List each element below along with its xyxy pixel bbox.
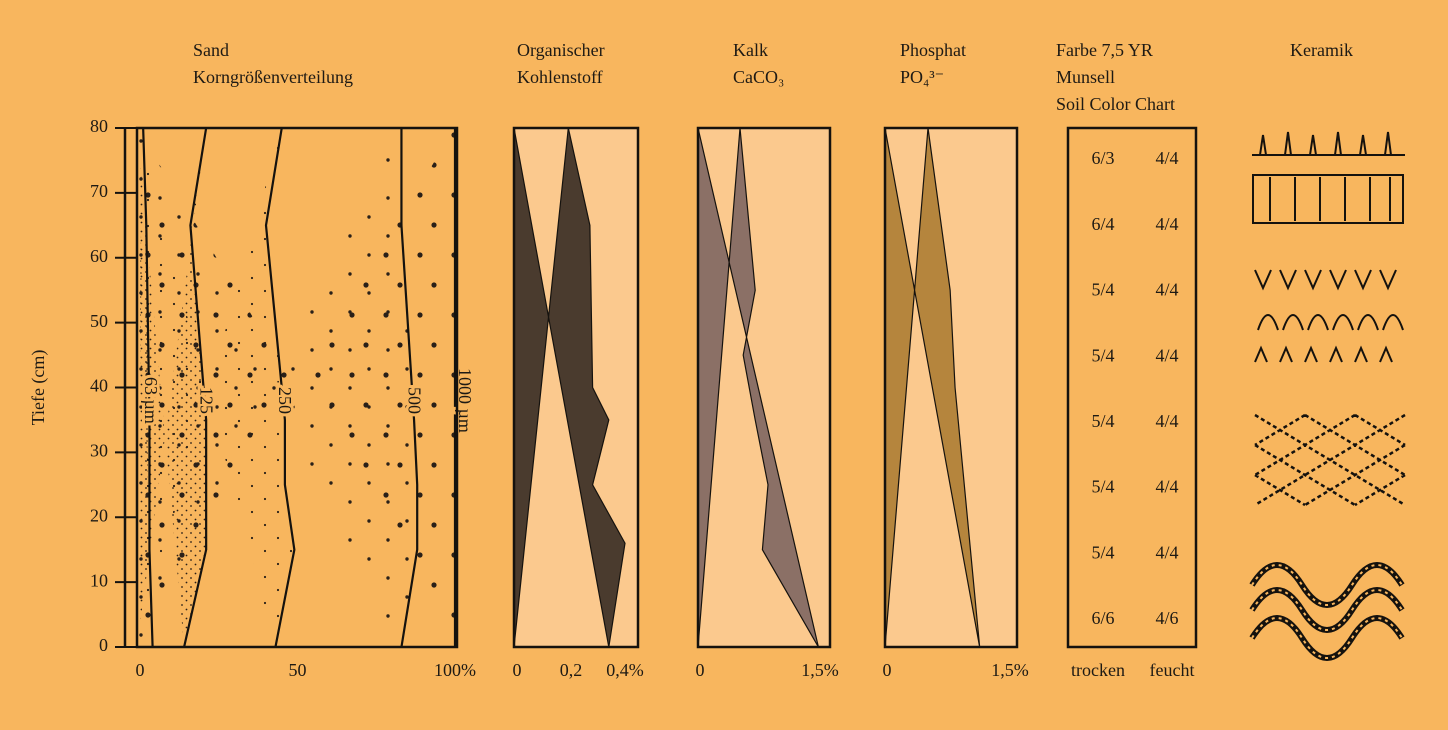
panel-title: Kalk (733, 40, 768, 60)
x-tick-label: 100% (434, 660, 476, 680)
panel-frame (883, 126, 1019, 649)
x-tick-label: 1,5% (991, 660, 1029, 680)
y-tick-label: 40 (90, 376, 108, 396)
color-code: 5/4 (1091, 280, 1114, 300)
color-code: 5/4 (1091, 542, 1114, 562)
y-tick-label: 60 (90, 246, 108, 266)
y-axis-label: Tiefe (cm) (28, 350, 49, 426)
x-tick-label: 0,4% (606, 660, 644, 680)
panel-title: Munsell (1056, 67, 1115, 87)
color-code: 6/3 (1091, 148, 1114, 168)
grain-size-line (142, 127, 154, 648)
x-tick-label: 50 (289, 660, 307, 680)
color-code: 4/4 (1155, 148, 1178, 168)
color-code: 4/4 (1155, 542, 1178, 562)
panel-frame (696, 126, 832, 649)
y-tick-label: 30 (90, 441, 108, 461)
color-code: 5/4 (1091, 345, 1114, 365)
x-tick-label: 0 (883, 660, 892, 680)
panel-title: Keramik (1290, 40, 1353, 60)
series-label: 250 (275, 387, 295, 414)
panel-title: Farbe 7,5 YR (1056, 40, 1153, 60)
x-tick-label: 0 (513, 660, 522, 680)
y-tick-label: 70 (90, 181, 108, 201)
panel-title: CaCO₃ (733, 67, 784, 87)
color-code: 4/6 (1155, 608, 1178, 628)
ceramic-patterns (1249, 131, 1406, 661)
y-tick-label: 20 (90, 505, 108, 525)
y-tick-label: 80 (90, 116, 108, 136)
profile-area (697, 127, 819, 648)
panel-title: Soil Color Chart (1056, 94, 1175, 114)
color-code: 5/4 (1091, 411, 1114, 431)
x-tick-label: 0 (696, 660, 705, 680)
panel-frame (512, 126, 640, 649)
panel-background (698, 128, 830, 647)
grain-fraction-fill (137, 128, 207, 647)
color-code: 4/4 (1155, 345, 1178, 365)
panel-frame (135, 126, 459, 649)
series-label: 1000 µm (455, 368, 475, 433)
panel-title: Sand (193, 40, 229, 60)
y-tick-label: 50 (90, 311, 108, 331)
series-label: 500 (405, 387, 425, 414)
panel-title: Phosphat (900, 40, 966, 60)
x-tick-label: 0 (136, 660, 145, 680)
panel-title: PO₄³⁻ (900, 67, 944, 87)
grain-size-line (264, 127, 296, 648)
panel-frame (1066, 126, 1198, 649)
series-label: 63 µm (141, 377, 161, 424)
color-code: 4/4 (1155, 411, 1178, 431)
color-code: 5/4 (1091, 477, 1114, 497)
profile-area (513, 127, 626, 648)
y-tick-label: 0 (99, 635, 108, 655)
panel-title: Organischer (517, 40, 605, 60)
panel-title: Korngrößenverteilung (193, 67, 353, 87)
color-code: 6/6 (1091, 608, 1114, 628)
panel-title: Kohlenstoff (517, 67, 603, 87)
y-tick-label: 10 (90, 570, 108, 590)
column-label: trocken (1071, 660, 1125, 680)
x-tick-label: 0,2 (560, 660, 583, 680)
color-code: 4/4 (1155, 280, 1178, 300)
grain-size-line (400, 128, 419, 648)
column-label: feucht (1150, 660, 1195, 680)
color-code: 4/4 (1155, 214, 1178, 234)
grain-fraction-fill (137, 128, 295, 647)
x-tick-label: 1,5% (801, 660, 839, 680)
color-code: 4/4 (1155, 477, 1178, 497)
grain-size-line (183, 127, 208, 648)
color-code: 6/4 (1091, 214, 1114, 234)
series-label: 125 (196, 387, 216, 414)
